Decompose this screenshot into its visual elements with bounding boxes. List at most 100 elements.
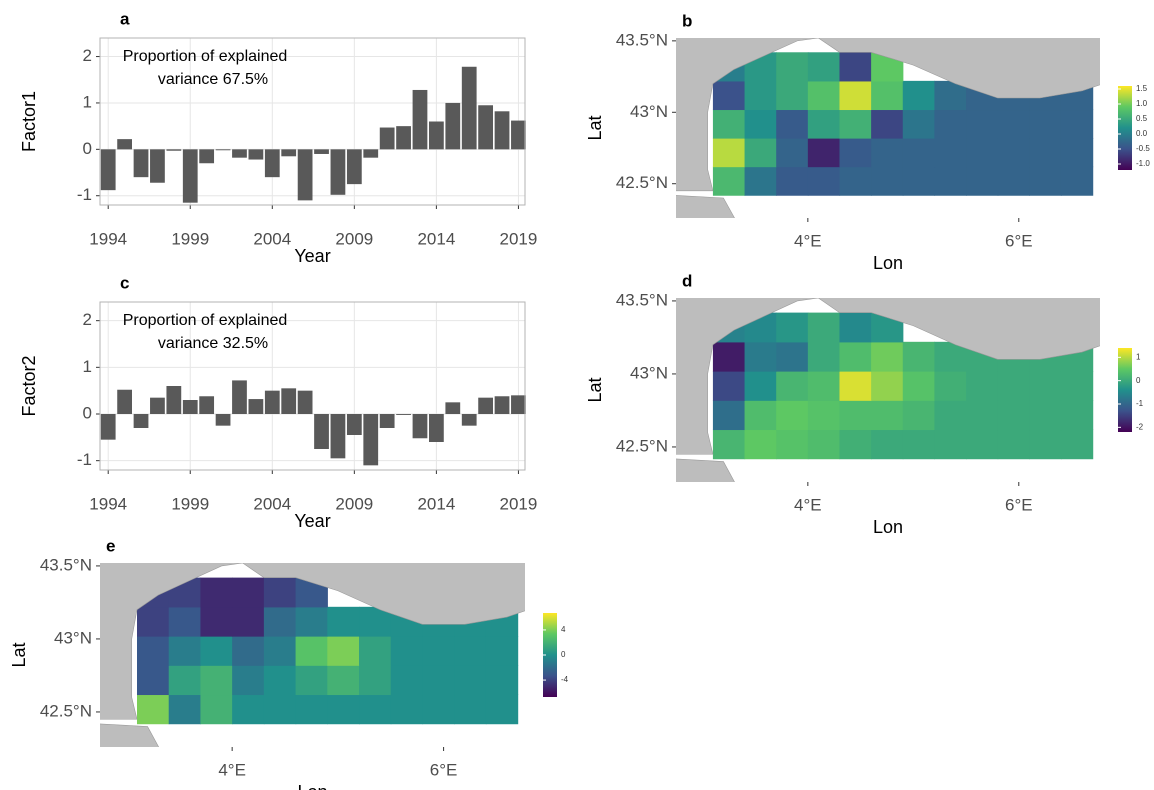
- map-layer: [100, 563, 525, 747]
- panel-letter: b: [682, 11, 692, 30]
- heat-cell: [839, 52, 872, 82]
- heat-cell: [1029, 109, 1062, 139]
- y-tick-label: 2: [83, 46, 92, 65]
- heat-cell: [966, 429, 999, 460]
- heat-cell: [454, 665, 487, 696]
- heat-cell: [934, 138, 967, 168]
- heat-cell: [263, 577, 297, 608]
- heat-cell: [263, 694, 297, 725]
- heat-cell: [966, 109, 999, 139]
- plot-border: [99, 301, 526, 471]
- bar: [215, 414, 231, 426]
- heat-cell: [776, 138, 809, 168]
- bar: [396, 126, 411, 150]
- heat-cell: [997, 166, 1030, 196]
- x-tick-label: 1994: [89, 229, 127, 248]
- colorbar-label: 4: [561, 625, 566, 634]
- bar: [100, 149, 116, 191]
- bar: [346, 149, 362, 185]
- y-tick-label: 1: [83, 92, 92, 111]
- bar: [330, 414, 346, 459]
- bar: [117, 139, 132, 150]
- heat-cell: [807, 400, 841, 431]
- y-tick-label: 42.5°N: [40, 701, 92, 720]
- x-tick-label: 2019: [500, 494, 538, 513]
- heat-cell: [712, 429, 746, 460]
- heat-cell: [744, 400, 777, 431]
- heat-cell: [327, 694, 360, 725]
- colorbar-label: -0.5: [1136, 144, 1150, 153]
- bar: [133, 149, 149, 178]
- heat-cell: [871, 400, 904, 431]
- heat-cell: [327, 665, 360, 696]
- y-tick-label: 43.5°N: [616, 290, 668, 309]
- heat-cell: [1060, 138, 1094, 168]
- bar: [117, 389, 132, 414]
- x-tick-label: 2004: [253, 229, 291, 248]
- x-axis-title: Lon: [873, 517, 903, 537]
- y-axis-title: Lat: [9, 642, 29, 667]
- heat-cell: [485, 694, 519, 725]
- x-tick-label: 6°E: [1005, 231, 1033, 250]
- heat-cell: [485, 636, 519, 666]
- heat-cell: [327, 606, 360, 637]
- x-tick-label: 6°E: [430, 760, 458, 779]
- colorbar-label: -2: [1136, 422, 1144, 431]
- bar: [232, 380, 247, 414]
- heat-cell: [327, 636, 360, 666]
- y-tick-label: 42.5°N: [616, 436, 668, 455]
- heat-cell: [934, 400, 967, 431]
- map-layer: [676, 38, 1100, 218]
- x-axis-title: Year: [294, 511, 330, 531]
- x-tick-label: 2014: [417, 229, 455, 248]
- bar: [264, 149, 280, 178]
- heat-cell: [934, 109, 967, 139]
- x-axis-title: Lon: [873, 253, 903, 273]
- heat-cell: [1060, 166, 1094, 196]
- heat-cell: [137, 606, 170, 637]
- land: [676, 298, 1100, 455]
- heat-cell: [137, 636, 170, 666]
- annotation: Proportion of explained: [123, 48, 288, 65]
- heat-cell: [839, 371, 872, 401]
- heat-cell: [997, 400, 1030, 431]
- land: [676, 458, 735, 482]
- heat-cell: [422, 694, 455, 725]
- bar: [297, 149, 313, 201]
- bar: [363, 414, 379, 466]
- bar: [150, 149, 165, 183]
- bar: [281, 149, 297, 157]
- y-tick-label: -1: [77, 185, 92, 204]
- bar: [264, 390, 280, 414]
- heat-cell: [839, 429, 872, 460]
- heat-cell: [807, 341, 841, 372]
- y-tick-label: 43°N: [54, 628, 92, 647]
- bar: [429, 414, 444, 442]
- heat-cell: [902, 166, 936, 196]
- heat-cell: [776, 166, 809, 196]
- heat-cell: [807, 166, 841, 196]
- heat-cell: [902, 138, 936, 168]
- heat-cell: [390, 694, 424, 725]
- heat-cell: [712, 166, 746, 196]
- y-tick-label: 0: [83, 139, 92, 158]
- heat-cell: [454, 636, 487, 666]
- bar: [511, 395, 526, 414]
- heat-cell: [807, 138, 841, 168]
- heat-cell: [454, 694, 487, 725]
- heat-cell: [359, 694, 392, 725]
- annotation: Proportion of explained: [123, 312, 288, 329]
- colorbar-label: 0.5: [1136, 114, 1148, 123]
- heat-cell: [744, 341, 777, 372]
- heat-cell: [966, 371, 999, 401]
- bar: [461, 414, 477, 426]
- bar: [379, 127, 395, 150]
- heat-cell: [997, 429, 1030, 460]
- heat-cell: [902, 429, 936, 460]
- heat-cell: [776, 341, 809, 372]
- heat-cell: [1060, 371, 1094, 401]
- heat-cell: [871, 341, 904, 372]
- x-tick-label: 1994: [89, 494, 127, 513]
- panel-letter: d: [682, 271, 692, 290]
